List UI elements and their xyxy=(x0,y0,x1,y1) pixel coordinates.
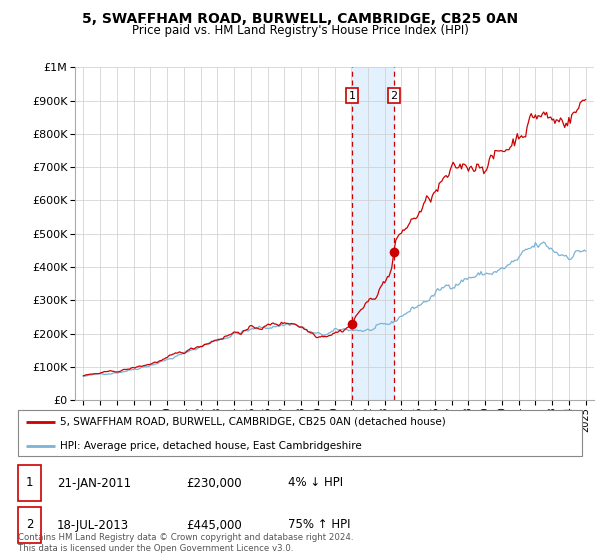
Bar xyxy=(352,67,394,400)
Text: 18-JUL-2013: 18-JUL-2013 xyxy=(57,519,129,531)
Text: Price paid vs. HM Land Registry's House Price Index (HPI): Price paid vs. HM Land Registry's House … xyxy=(131,24,469,36)
Text: £445,000: £445,000 xyxy=(186,519,242,531)
Text: £230,000: £230,000 xyxy=(186,477,242,489)
Text: 4% ↓ HPI: 4% ↓ HPI xyxy=(288,477,343,489)
Text: 21-JAN-2011: 21-JAN-2011 xyxy=(57,477,131,489)
Text: HPI: Average price, detached house, East Cambridgeshire: HPI: Average price, detached house, East… xyxy=(60,441,362,451)
Text: 1: 1 xyxy=(26,477,33,489)
Text: 1: 1 xyxy=(349,91,356,101)
Text: Contains HM Land Registry data © Crown copyright and database right 2024.
This d: Contains HM Land Registry data © Crown c… xyxy=(18,533,353,553)
Text: 5, SWAFFHAM ROAD, BURWELL, CAMBRIDGE, CB25 0AN (detached house): 5, SWAFFHAM ROAD, BURWELL, CAMBRIDGE, CB… xyxy=(60,417,446,427)
Text: 75% ↑ HPI: 75% ↑ HPI xyxy=(288,519,350,531)
Text: 5, SWAFFHAM ROAD, BURWELL, CAMBRIDGE, CB25 0AN: 5, SWAFFHAM ROAD, BURWELL, CAMBRIDGE, CB… xyxy=(82,12,518,26)
Text: 2: 2 xyxy=(26,519,33,531)
Text: 2: 2 xyxy=(390,91,397,101)
